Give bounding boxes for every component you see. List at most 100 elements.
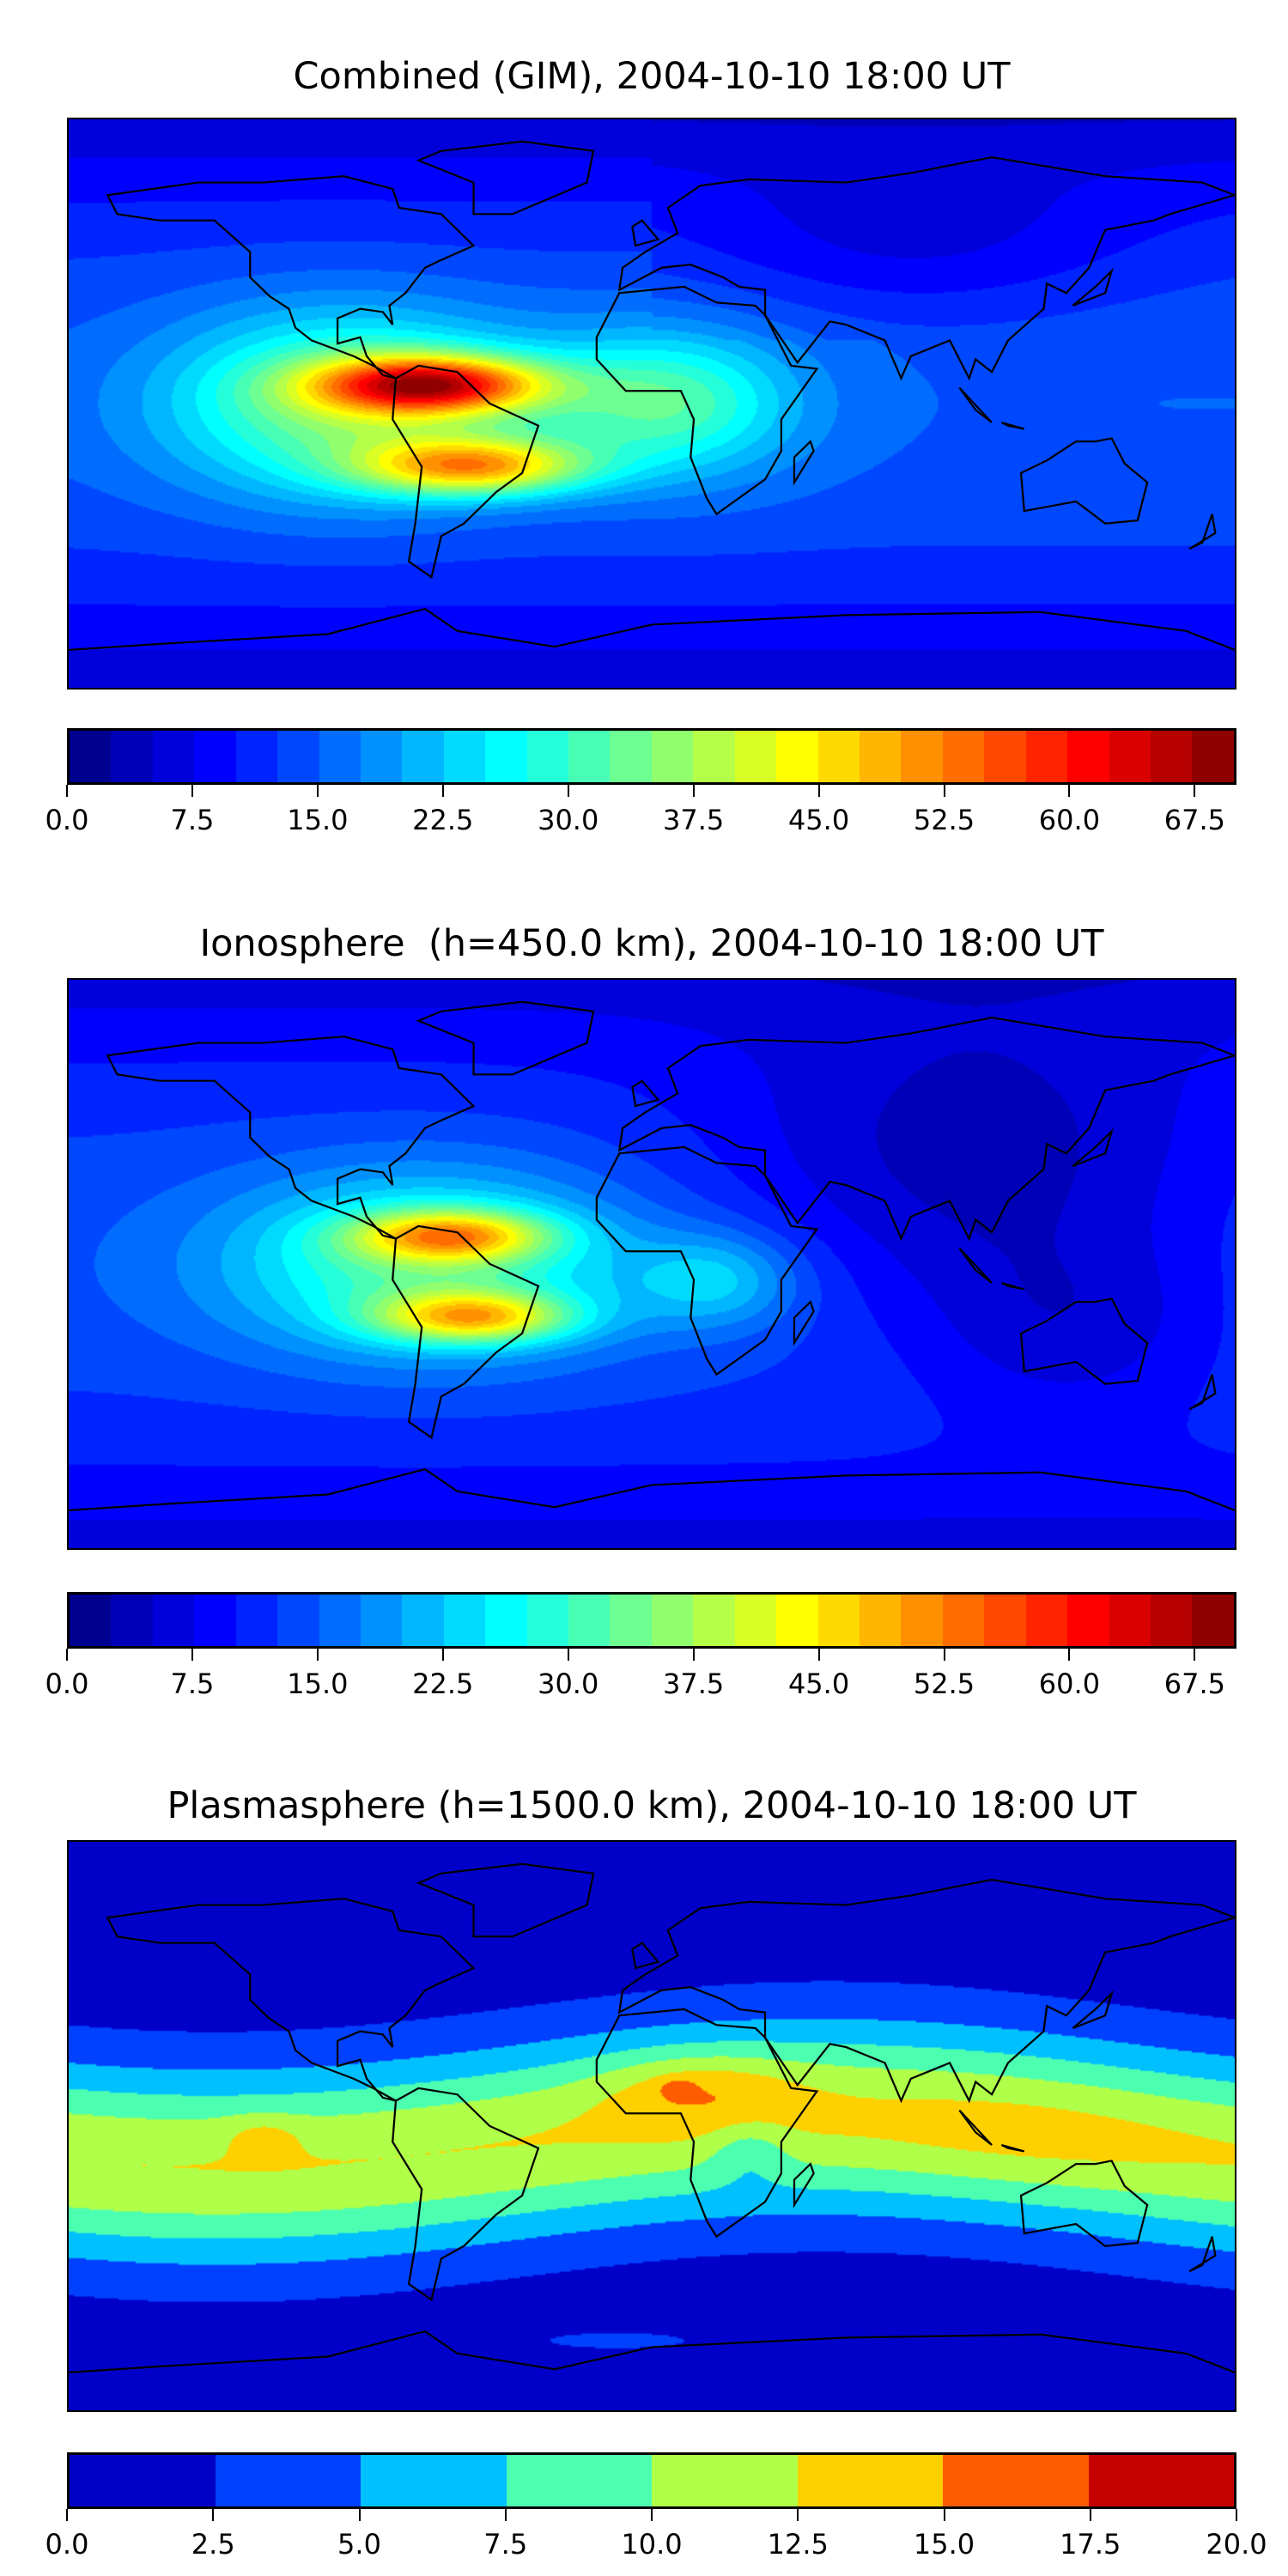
colorbar-bin xyxy=(526,731,569,782)
tick-label: 30.0 xyxy=(538,804,599,836)
coastline xyxy=(793,2162,815,2208)
map-combined xyxy=(67,118,1236,690)
colorbar-bin xyxy=(901,1595,943,1646)
colorbar-bin xyxy=(817,1595,860,1646)
colorbar-ticks: 0.0 2.5 5.0 7.5 10.0 12.5 15.0 17.5 20.0 xyxy=(46,2509,1267,2561)
colorbar-bin xyxy=(70,2455,216,2506)
colorbar-bin xyxy=(235,1595,278,1646)
tick-mark xyxy=(943,2509,945,2521)
coastline xyxy=(392,364,540,580)
tick-mark xyxy=(66,1649,68,1661)
colorbar-bin xyxy=(1192,731,1234,782)
tick-label: 2.5 xyxy=(191,2528,235,2561)
coastline xyxy=(595,1145,819,1376)
colorbar-bin xyxy=(194,1595,236,1646)
coastline-antarctica xyxy=(69,2330,1235,2373)
tick-label: 52.5 xyxy=(913,804,975,836)
colorbar-bin xyxy=(984,1595,1026,1646)
colorbar-bin xyxy=(360,731,403,782)
coastline xyxy=(631,219,660,247)
tick-mark xyxy=(1194,785,1196,797)
colorbar-bin xyxy=(568,731,611,782)
tick-mark xyxy=(191,785,193,797)
tick-mark xyxy=(817,785,820,797)
colorbar-bin xyxy=(277,731,319,782)
colorbar-bin xyxy=(152,731,195,782)
tick-mark xyxy=(191,1649,193,1661)
colorbar-bin xyxy=(734,1595,777,1646)
colorbar-bin xyxy=(651,731,694,782)
tick-mark xyxy=(567,1649,569,1661)
colorbar-bin xyxy=(277,1595,319,1646)
tick-mark xyxy=(358,2509,361,2521)
coastline xyxy=(1019,437,1149,525)
tick-label: 15.0 xyxy=(913,2528,975,2561)
tick-label: 22.5 xyxy=(412,1668,474,1700)
coastline xyxy=(793,440,815,486)
coastline xyxy=(1019,1297,1149,1385)
coastline xyxy=(617,1879,1235,2104)
colorbar-bin xyxy=(152,1595,195,1646)
tick-label: 5.0 xyxy=(337,2528,381,2561)
coastline xyxy=(416,1000,595,1076)
tick-mark xyxy=(797,2509,799,2521)
tick-mark xyxy=(1194,1649,1196,1661)
colorbar-bin xyxy=(443,731,486,782)
tick-mark xyxy=(817,1649,820,1661)
tick-mark xyxy=(441,785,444,797)
coastline xyxy=(595,285,819,516)
tick-label: 67.5 xyxy=(1163,804,1225,836)
coastline xyxy=(106,1898,476,2102)
tick-label: 52.5 xyxy=(913,1668,975,1700)
colorbar-bin xyxy=(1088,2455,1234,2506)
coastline xyxy=(958,386,993,423)
colorbar-bin xyxy=(215,2455,361,2506)
colorbar-bin xyxy=(652,2455,798,2506)
coastline xyxy=(793,1300,815,1346)
tick-mark xyxy=(1068,1649,1071,1661)
colorbar-bin xyxy=(693,731,735,782)
tick-label: 30.0 xyxy=(538,1668,599,1700)
tick-mark xyxy=(66,2509,68,2521)
colorbar-ticks: 0.0 7.5 15.0 22.5 30.0 37.5 45.0 52.5 60.0 67.5 xyxy=(46,1649,1236,1700)
colorbar-bin xyxy=(568,1595,611,1646)
tick-label: 67.5 xyxy=(1163,1668,1225,1700)
coastline xyxy=(416,1862,595,1938)
coastline xyxy=(631,1079,660,1108)
tick-label: 17.5 xyxy=(1060,2528,1121,2561)
coastline xyxy=(106,175,476,380)
colorbar-bin xyxy=(693,1595,735,1646)
tick-label: 0.0 xyxy=(45,2528,89,2561)
colorbar-bin xyxy=(860,731,902,782)
coastline xyxy=(958,2109,993,2146)
tick-mark xyxy=(66,785,68,797)
colorbar-bin xyxy=(943,2455,1089,2506)
colorbar xyxy=(67,1592,1236,1649)
tick-label: 45.0 xyxy=(787,804,850,836)
tick-label: 12.5 xyxy=(767,2528,829,2561)
colorbar-bin xyxy=(485,1595,527,1646)
coastline-antarctica xyxy=(69,607,1235,651)
colorbar-bin xyxy=(734,731,777,782)
colorbar-bin xyxy=(984,731,1026,782)
coastline xyxy=(1188,2236,1217,2273)
tick-label: 37.5 xyxy=(663,804,725,836)
coastline xyxy=(617,156,1235,381)
heatmap-field xyxy=(69,1842,1235,2410)
coastline xyxy=(1019,2160,1149,2247)
colorbar-bin xyxy=(361,2455,507,2506)
tick-mark xyxy=(1068,785,1071,797)
coastline xyxy=(1000,1282,1025,1291)
tick-label: 0.0 xyxy=(45,1668,89,1700)
colorbar-bin xyxy=(526,1595,569,1646)
colorbar-bin xyxy=(1025,731,1068,782)
coastline xyxy=(1000,422,1025,430)
colorbar-bin xyxy=(797,2455,943,2506)
tick-mark xyxy=(212,2509,215,2521)
coastline xyxy=(1188,513,1217,550)
colorbar-bin xyxy=(1109,731,1151,782)
chart-title: Combined (GIM), 2004-10-10 18:00 UT xyxy=(293,55,1011,98)
tick-label: 60.0 xyxy=(1038,804,1101,836)
map-ionosphere xyxy=(67,978,1236,1550)
colorbar-bin xyxy=(1067,1595,1109,1646)
